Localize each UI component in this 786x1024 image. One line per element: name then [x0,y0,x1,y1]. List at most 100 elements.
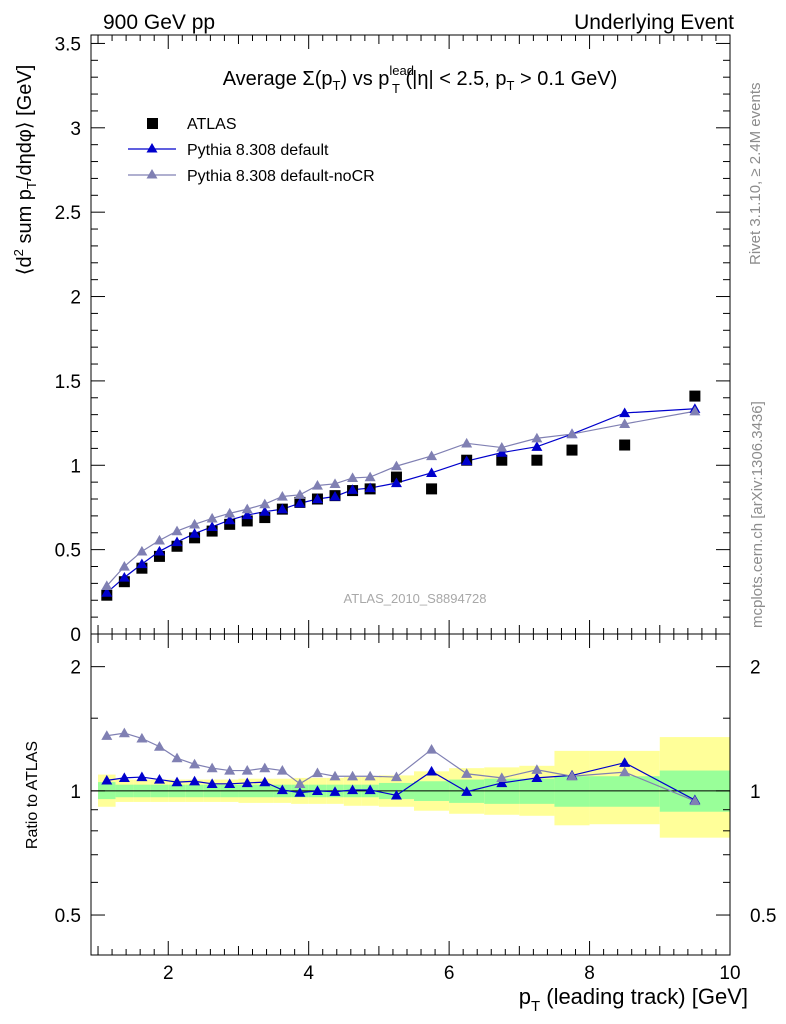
ratio-point-default [329,786,341,796]
ratio-point-nocr [118,727,130,738]
legend-marker-atlas [147,118,158,129]
x-tick-label: 4 [303,963,314,984]
main-y-tick-label: 3.5 [55,34,81,55]
data-point-default [347,484,359,494]
data-point-nocr [531,432,543,443]
data-point-atlas [118,576,130,588]
plot-title: Average Σ(pT) vs plead T (|η| < 2.5, pT >… [223,63,618,96]
data-point-nocr [101,580,113,591]
side-label-rivet: Rivet 3.1.10, ≥ 2.4M events [747,83,764,266]
analysis-watermark: ATLAS_2010_S8894728 [344,591,487,606]
ratio-point-nocr [259,762,271,773]
x-axis-label: pT (leading track) [GeV] [519,984,748,1015]
x-tick-label: 6 [444,963,455,984]
ratio-data-layer [101,727,701,806]
ratio-point-default [347,784,359,795]
ratio-y-tick-label-right: 2 [750,658,761,679]
data-point-nocr [689,405,701,416]
main-y-axis-label: ⟨d2 sum pT/dηdφ⟩ [GeV] [11,65,39,276]
ratio-point-default [118,772,130,783]
data-point-nocr [311,480,323,490]
data-point-nocr [276,490,288,501]
data-point-atlas [224,518,236,530]
ratio-point-nocr [171,752,183,763]
main-y-tick-label: 1.5 [55,372,81,393]
ratio-point-nocr [390,771,402,782]
data-point-default [426,467,438,477]
ratio-y-tick-label-right: 1 [750,782,761,803]
ratio-frame [90,633,731,956]
data-point-default [241,509,253,520]
ratio-line-0 [106,762,696,801]
ratio-y-tick-label: 2 [70,658,81,679]
main-y-tick-label: 2 [70,288,81,309]
ratio-point-default [426,765,438,776]
ratio-point-nocr [689,795,701,806]
ratio-point-default [311,785,323,795]
main-y-tick-label: 1 [70,456,81,477]
series-line-1 [106,408,695,594]
ratio-point-nocr [461,768,473,778]
data-point-atlas [171,540,183,552]
data-point-nocr [347,472,359,483]
data-point-atlas [426,483,438,495]
data-point-default [153,545,165,556]
data-point-atlas [619,439,631,451]
main-y-tick-label: 0 [70,625,81,646]
data-point-nocr [566,428,578,439]
ratio-axis-ticks: 0.5 0.5 1 1 2 2 2 4 6 8 10 [55,634,776,984]
x-tick-label: 8 [584,963,595,984]
ratio-point-nocr [189,758,201,769]
ratio-point-nocr [101,730,113,740]
ratio-uncertainty-bands [91,737,730,838]
ratio-point-nocr [531,764,543,774]
side-label-mcplots: mcplots.cern.ch [arXiv:1306.3436] [749,401,766,628]
data-point-default [461,455,473,466]
data-point-default [206,521,218,531]
ratio-point-default [101,774,113,785]
ratio-point-nocr [153,741,165,751]
data-point-atlas [241,515,253,527]
data-point-default [136,558,148,569]
ratio-point-nocr [619,766,631,777]
main-axis-ticks: 0 0.5 1 1.5 2 2.5 3 3.5 [55,34,731,646]
data-point-default [619,407,631,418]
ratio-point-nocr [364,770,376,781]
main-data-layer [101,390,701,601]
ratio-panel: 0.5 0.5 1 1 2 2 2 4 6 8 10 Ratio to ATLAS [24,633,776,984]
data-point-nocr [294,489,306,499]
legend-label-nocr: Pythia 8.308 default-noCR [187,168,375,185]
data-point-atlas [689,390,701,402]
ratio-point-default [206,778,218,788]
data-point-nocr [619,418,631,429]
ratio-point-nocr [276,765,288,775]
ratio-point-nocr [241,765,253,775]
ratio-point-default [224,778,236,788]
data-point-atlas [259,512,271,524]
x-tick-label: 2 [163,963,174,984]
ratio-point-default [461,786,473,796]
data-point-default [118,571,130,582]
ratio-line-1 [106,732,696,802]
ratio-point-default [189,775,201,786]
data-point-nocr [224,507,236,518]
ratio-point-default [153,774,165,784]
legend: ATLAS Pythia 8.308 default Pythia 8.308 … [128,116,375,185]
data-point-default [189,528,201,538]
data-point-atlas [189,532,201,544]
legend-label-atlas: ATLAS [187,116,237,133]
ratio-point-default [390,789,402,800]
main-y-tick-label: 2.5 [55,203,81,224]
data-point-atlas [206,525,218,537]
ratio-band-inner [554,776,590,807]
data-point-atlas [566,444,578,456]
main-y-tick-label: 3 [70,119,81,140]
ratio-y-tick-label: 1 [70,782,81,803]
ratio-point-nocr [294,778,306,788]
data-point-default [259,506,271,516]
header-right-label: Underlying Event [574,11,734,34]
data-point-default [496,447,508,457]
data-point-default [364,482,376,493]
main-panel: 0 0.5 1 1.5 2 2.5 3 3.5 ATLAS_2010_S8894728 Ave… [11,34,731,646]
